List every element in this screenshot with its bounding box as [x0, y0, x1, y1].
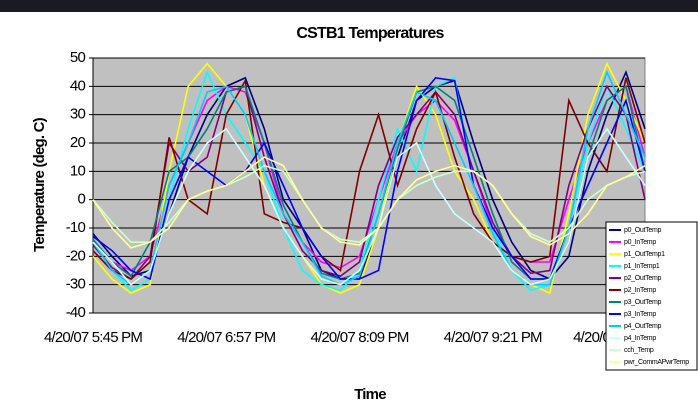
legend-label: p1_InTemp1 — [624, 263, 660, 270]
x-tick-label: 4/20/07 9:21 PM — [444, 329, 542, 346]
y-tick-label: 50 — [70, 49, 86, 66]
x-tick-label: 4/20/07 6:57 PM — [177, 329, 275, 346]
grid: -40 -30 -20 -10 0 10 20 30 40 50 4/20/07 5:45 PM 4/… — [44, 49, 680, 346]
x-tick-label: 4/20/07 8:09 PM — [310, 329, 408, 346]
legend-label: pwr_CommAPwrTemp — [624, 359, 689, 366]
legend-label: cch_Temp — [624, 347, 654, 354]
y-tick-label: -10 — [66, 219, 86, 236]
series-line — [92, 61, 646, 295]
y-tick-label: 0 — [77, 191, 85, 208]
legend-label: p3_InTemp — [624, 311, 656, 318]
series-line — [92, 127, 646, 286]
legend-label: p0_OutTemp — [624, 227, 661, 234]
legend-label: p0_InTemp — [624, 239, 656, 246]
y-tick-label: -30 — [66, 276, 86, 293]
series-line — [92, 77, 646, 280]
window-background — [0, 0, 698, 12]
legend: p0_OutTemp p0_InTemp p1_OutTemp1 p1_InTemp1… — [605, 221, 698, 371]
series-line — [92, 84, 646, 281]
x-axis-label: Time — [354, 386, 386, 403]
legend-label: p4_InTemp — [624, 335, 656, 342]
y-tick-label: 30 — [70, 106, 86, 123]
y-tick-label: -20 — [66, 247, 86, 264]
legend-box — [605, 221, 698, 371]
chart-title: CSTB1 Temperatures — [296, 25, 444, 42]
y-tick-label: 40 — [70, 77, 86, 94]
y-tick-label: 20 — [70, 134, 86, 151]
series-line — [92, 156, 646, 249]
legend-label: p3_OutTemp — [624, 299, 661, 306]
legend-label: p4_OutTemp — [624, 323, 661, 330]
legend-label: p2_InTemp — [624, 287, 656, 294]
lines — [92, 61, 646, 295]
legend-label: p1_OutTemp1 — [624, 251, 665, 258]
y-axis-label: Temperature (deg. C) — [31, 117, 48, 252]
series-line — [92, 69, 646, 286]
legend-label: p2_OutTemp — [624, 275, 661, 282]
series-line — [92, 76, 646, 281]
x-tick-label: 4/20/07 5:45 PM — [44, 329, 142, 346]
y-tick-label: 10 — [70, 162, 86, 179]
y-tick-label: -40 — [66, 304, 86, 321]
